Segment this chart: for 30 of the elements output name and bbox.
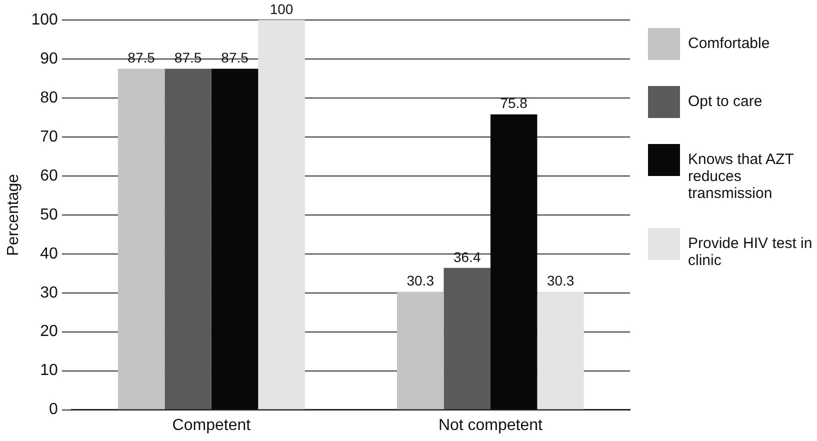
legend-label: Comfortable bbox=[688, 34, 770, 52]
bar bbox=[444, 268, 490, 410]
y-tick-label: 90 bbox=[40, 50, 58, 68]
bar bbox=[490, 114, 538, 410]
y-axis-title: Percentage bbox=[5, 174, 22, 256]
data-label: 75.8 bbox=[500, 95, 528, 112]
x-tick-label: Not competent bbox=[438, 416, 544, 434]
bar bbox=[211, 68, 258, 410]
bar bbox=[164, 68, 212, 410]
y-tick-label: 60 bbox=[40, 167, 58, 184]
y-tick-label: 50 bbox=[40, 206, 58, 224]
y-tick-label: 100 bbox=[31, 11, 58, 28]
legend-label: Provide HIV test in clinic bbox=[688, 234, 813, 269]
x-tick-label: Competent bbox=[172, 416, 252, 434]
y-tick-label: 40 bbox=[40, 245, 58, 262]
data-label: 100 bbox=[270, 0, 294, 17]
bar bbox=[396, 292, 444, 410]
legend-label: Opt to care bbox=[688, 92, 762, 110]
data-label: 30.3 bbox=[406, 272, 434, 289]
y-tick-label: 20 bbox=[40, 323, 58, 340]
bar bbox=[537, 292, 584, 410]
bar bbox=[258, 20, 305, 410]
y-tick-label: 10 bbox=[40, 362, 58, 380]
y-tick-label: 0 bbox=[48, 401, 58, 418]
data-label: 30.3 bbox=[546, 272, 574, 289]
y-tick-label: 80 bbox=[40, 89, 58, 106]
y-tick-label: 30 bbox=[40, 284, 58, 302]
y-tick-label: 70 bbox=[40, 128, 58, 146]
legend-label: Knows that AZT reduces transmission bbox=[688, 150, 795, 202]
bar bbox=[118, 68, 165, 410]
